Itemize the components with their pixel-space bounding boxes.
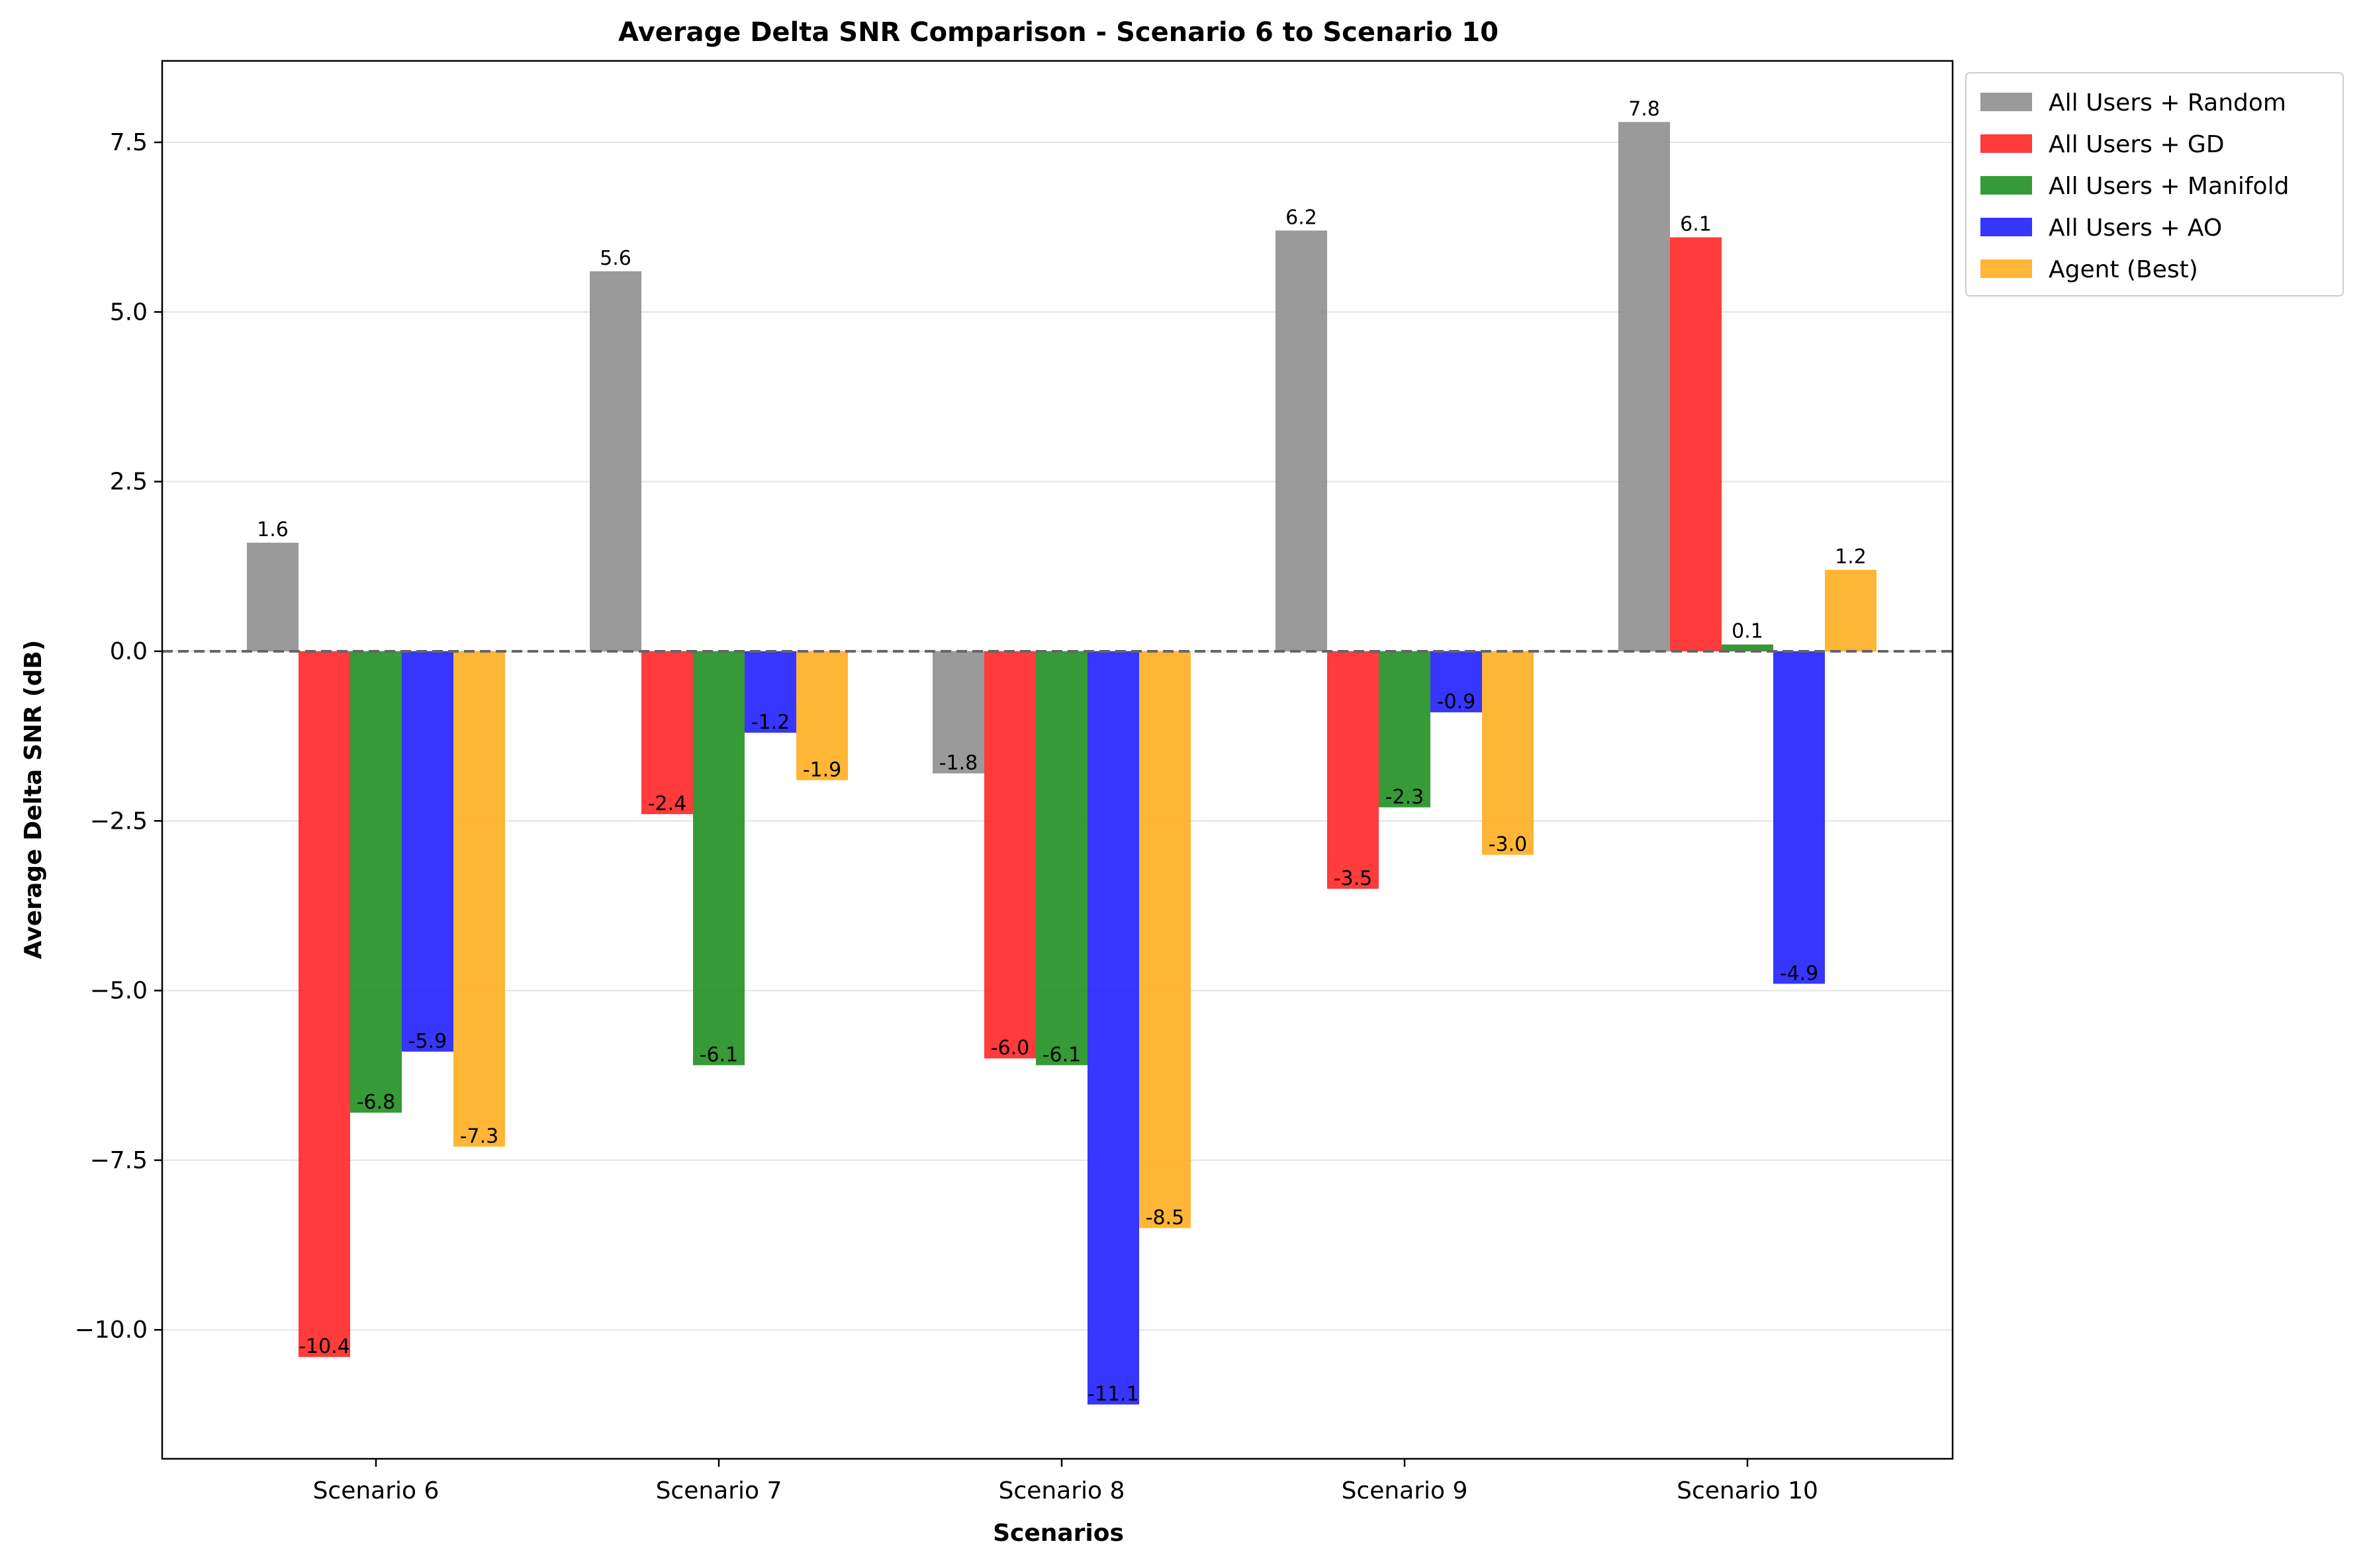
chart-title: Average Delta SNR Comparison - Scenario … bbox=[618, 17, 1499, 48]
bar bbox=[402, 651, 453, 1052]
bar-value-label: -2.3 bbox=[1385, 786, 1424, 809]
x-axis-label: Scenarios bbox=[993, 1520, 1124, 1547]
bar bbox=[247, 542, 299, 651]
bar bbox=[1139, 651, 1191, 1228]
y-tick-label: 7.5 bbox=[110, 129, 148, 156]
bar-value-label: -8.5 bbox=[1146, 1206, 1185, 1229]
bar-value-label: -1.8 bbox=[939, 752, 978, 775]
bar-value-label: -1.9 bbox=[803, 759, 842, 782]
bar bbox=[1722, 644, 1773, 651]
bar-value-label: -6.1 bbox=[700, 1043, 739, 1066]
x-axis-ticks: Scenario 6 Scenario 7 Scenario 8 Scenario 9… bbox=[313, 1459, 1818, 1504]
y-tick-label: −10.0 bbox=[75, 1316, 148, 1344]
bar bbox=[590, 271, 641, 651]
legend-entry-label: All Users + Random bbox=[2049, 89, 2286, 116]
legend-entry-label: All Users + Manifold bbox=[2049, 173, 2289, 200]
bar bbox=[350, 651, 402, 1113]
y-tick-label: 0.0 bbox=[110, 638, 148, 665]
plot-frame bbox=[161, 60, 1954, 1460]
bar-value-label: 7.8 bbox=[1628, 97, 1660, 120]
bar-value-label: -6.8 bbox=[357, 1091, 396, 1114]
bar-value-label: 6.1 bbox=[1680, 213, 1712, 236]
bar-value-label: 0.1 bbox=[1732, 620, 1763, 643]
bar bbox=[1618, 122, 1670, 651]
legend-swatch bbox=[1980, 134, 2032, 153]
y-tick-label: −2.5 bbox=[90, 807, 148, 835]
bar-value-label: -11.1 bbox=[1088, 1383, 1139, 1406]
bar bbox=[453, 651, 505, 1147]
x-tick-label: Scenario 9 bbox=[1342, 1477, 1468, 1504]
bar bbox=[1327, 651, 1379, 889]
x-tick-label: Scenario 8 bbox=[999, 1477, 1125, 1504]
x-tick-label: Scenario 7 bbox=[656, 1477, 782, 1504]
legend-box bbox=[1965, 72, 2344, 297]
y-axis-label: Average Delta SNR (dB) bbox=[20, 640, 47, 959]
legend-entry-label: All Users + GD bbox=[2049, 131, 2225, 158]
bar bbox=[1825, 569, 1876, 651]
legend-swatch bbox=[1980, 176, 2032, 195]
bar bbox=[693, 651, 745, 1066]
bar-value-label: -4.9 bbox=[1780, 962, 1819, 985]
bar-value-label: 6.2 bbox=[1285, 206, 1317, 229]
bar bbox=[1379, 651, 1430, 807]
bar-value-label: 1.6 bbox=[257, 518, 289, 541]
bar bbox=[1482, 651, 1534, 855]
bar bbox=[1773, 651, 1825, 984]
bar-value-label: 5.6 bbox=[600, 247, 631, 270]
bar-value-label: -2.4 bbox=[648, 792, 687, 815]
bar-value-label: -1.2 bbox=[751, 711, 790, 734]
legend-swatch bbox=[1980, 259, 2032, 278]
legend: All Users + Random All Users + GD All User… bbox=[1965, 72, 2344, 297]
legend-entry-label: Agent (Best) bbox=[2049, 256, 2198, 283]
y-tick-label: 5.0 bbox=[110, 299, 148, 326]
bar bbox=[1670, 237, 1722, 651]
x-tick-label: Scenario 6 bbox=[313, 1477, 440, 1504]
legend-swatch bbox=[1980, 218, 2032, 236]
bar-value-label: -7.3 bbox=[460, 1125, 499, 1148]
bar-value-labels: 1.6 -10.4 -6.8 -5.9 -7.3 5.6 -2.4 -6.1 -1.2 -1.9 -… bbox=[257, 97, 1867, 1406]
bar-value-label: -6.0 bbox=[991, 1037, 1030, 1060]
bar bbox=[1088, 651, 1139, 1405]
bar-value-label: -10.4 bbox=[299, 1335, 350, 1358]
bar bbox=[796, 651, 848, 780]
y-axis-ticks: 7.5 5.0 2.5 0.0 −2.5 −5.0 −7.5 −10.0 bbox=[75, 129, 162, 1344]
bar bbox=[933, 651, 984, 774]
bar bbox=[1036, 651, 1088, 1066]
bar-value-label: -3.0 bbox=[1489, 833, 1528, 856]
bar bbox=[299, 651, 350, 1358]
y-tick-label: −5.0 bbox=[90, 978, 148, 1005]
x-tick-label: Scenario 10 bbox=[1677, 1477, 1818, 1504]
bar bbox=[984, 651, 1036, 1059]
y-tick-label: −7.5 bbox=[90, 1147, 148, 1174]
bar bbox=[1430, 651, 1482, 713]
bar bbox=[745, 651, 796, 733]
bar bbox=[641, 651, 693, 815]
bar-value-label: -3.5 bbox=[1334, 867, 1373, 890]
y-tick-label: 2.5 bbox=[110, 469, 148, 496]
legend-swatch bbox=[1980, 93, 2032, 111]
bar-value-label: -0.9 bbox=[1437, 690, 1476, 714]
legend-entry-label: All Users + AO bbox=[2049, 214, 2222, 242]
bar-value-label: 1.2 bbox=[1835, 545, 1867, 569]
bar bbox=[1275, 230, 1327, 651]
bar-value-label: -5.9 bbox=[408, 1030, 447, 1053]
bars bbox=[247, 122, 1876, 1405]
bar-value-label: -6.1 bbox=[1042, 1043, 1082, 1066]
